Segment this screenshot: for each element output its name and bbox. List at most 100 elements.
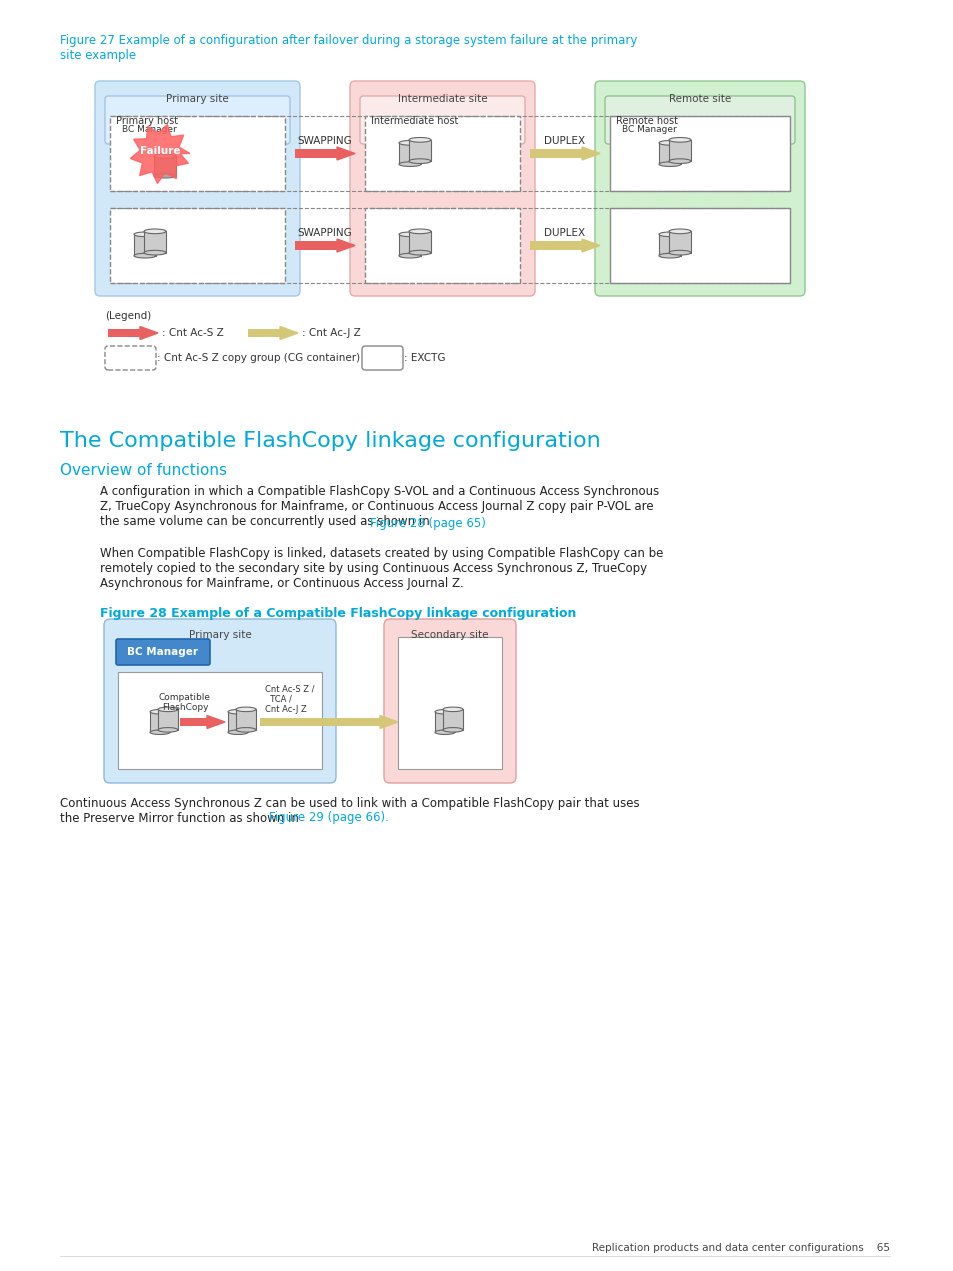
Polygon shape bbox=[336, 147, 355, 160]
Text: Remote host: Remote host bbox=[616, 116, 678, 126]
Text: A configuration in which a Compatible FlashCopy S-VOL and a Continuous Access Sy: A configuration in which a Compatible Fl… bbox=[100, 486, 659, 527]
FancyBboxPatch shape bbox=[365, 116, 519, 191]
Ellipse shape bbox=[668, 229, 690, 234]
Ellipse shape bbox=[144, 250, 166, 255]
FancyBboxPatch shape bbox=[530, 149, 581, 158]
FancyBboxPatch shape bbox=[409, 140, 431, 161]
FancyBboxPatch shape bbox=[365, 208, 519, 283]
Text: FlashCopy: FlashCopy bbox=[162, 703, 208, 712]
FancyBboxPatch shape bbox=[609, 208, 789, 283]
Text: BC Manager: BC Manager bbox=[621, 125, 676, 133]
Polygon shape bbox=[379, 716, 397, 728]
Ellipse shape bbox=[409, 159, 431, 164]
Text: Replication products and data center configurations    65: Replication products and data center con… bbox=[592, 1243, 889, 1253]
Ellipse shape bbox=[228, 709, 248, 714]
Text: Failure: Failure bbox=[139, 145, 180, 155]
Ellipse shape bbox=[398, 161, 420, 167]
Ellipse shape bbox=[153, 154, 175, 159]
FancyBboxPatch shape bbox=[397, 637, 501, 769]
FancyBboxPatch shape bbox=[228, 712, 248, 732]
FancyBboxPatch shape bbox=[359, 97, 524, 144]
Polygon shape bbox=[280, 327, 297, 339]
FancyBboxPatch shape bbox=[112, 118, 186, 140]
Text: BC Manager: BC Manager bbox=[128, 647, 198, 657]
Text: Overview of functions: Overview of functions bbox=[60, 463, 227, 478]
FancyBboxPatch shape bbox=[668, 140, 690, 161]
Ellipse shape bbox=[668, 159, 690, 164]
FancyBboxPatch shape bbox=[361, 346, 402, 370]
FancyBboxPatch shape bbox=[294, 149, 336, 158]
Polygon shape bbox=[131, 125, 190, 183]
Polygon shape bbox=[336, 239, 355, 252]
Text: The Compatible FlashCopy linkage configuration: The Compatible FlashCopy linkage configu… bbox=[60, 431, 600, 451]
Ellipse shape bbox=[158, 707, 178, 712]
FancyBboxPatch shape bbox=[104, 619, 335, 783]
Text: SWAPPING: SWAPPING bbox=[297, 228, 352, 238]
Ellipse shape bbox=[133, 253, 156, 258]
FancyBboxPatch shape bbox=[398, 142, 420, 164]
Text: Figure 28 Example of a Compatible FlashCopy linkage configuration: Figure 28 Example of a Compatible FlashC… bbox=[100, 608, 576, 620]
FancyBboxPatch shape bbox=[595, 81, 804, 296]
Text: Primary site: Primary site bbox=[166, 94, 229, 104]
Text: When Compatible FlashCopy is linked, datasets created by using Compatible FlashC: When Compatible FlashCopy is linked, dat… bbox=[100, 547, 662, 590]
Text: : Cnt Ac-S Z copy group (CG container): : Cnt Ac-S Z copy group (CG container) bbox=[157, 353, 359, 364]
Ellipse shape bbox=[442, 707, 462, 712]
Text: BC Manager: BC Manager bbox=[121, 125, 176, 133]
Text: Figure 27 Example of a configuration after failover during a storage system fail: Figure 27 Example of a configuration aft… bbox=[60, 34, 637, 62]
FancyBboxPatch shape bbox=[180, 718, 207, 726]
Ellipse shape bbox=[150, 709, 170, 714]
Text: Primary host: Primary host bbox=[116, 116, 178, 126]
Ellipse shape bbox=[659, 141, 680, 145]
Ellipse shape bbox=[659, 161, 680, 167]
FancyBboxPatch shape bbox=[612, 118, 685, 140]
FancyBboxPatch shape bbox=[133, 234, 156, 255]
Ellipse shape bbox=[133, 233, 156, 236]
Text: (Legend): (Legend) bbox=[105, 311, 152, 322]
Text: Remote site: Remote site bbox=[668, 94, 730, 104]
FancyBboxPatch shape bbox=[659, 142, 680, 164]
FancyBboxPatch shape bbox=[668, 231, 690, 253]
FancyBboxPatch shape bbox=[116, 639, 210, 665]
Text: Figure 28 (page 65): Figure 28 (page 65) bbox=[370, 517, 486, 530]
Ellipse shape bbox=[150, 730, 170, 735]
Ellipse shape bbox=[398, 141, 420, 145]
Text: SWAPPING: SWAPPING bbox=[297, 136, 352, 145]
Ellipse shape bbox=[409, 229, 431, 234]
FancyBboxPatch shape bbox=[350, 81, 535, 296]
Ellipse shape bbox=[398, 253, 420, 258]
Ellipse shape bbox=[158, 727, 178, 732]
Ellipse shape bbox=[228, 730, 248, 735]
Ellipse shape bbox=[442, 727, 462, 732]
FancyBboxPatch shape bbox=[144, 231, 166, 253]
FancyBboxPatch shape bbox=[95, 81, 299, 296]
FancyBboxPatch shape bbox=[158, 709, 178, 730]
FancyBboxPatch shape bbox=[604, 97, 794, 144]
Text: Intermediate site: Intermediate site bbox=[397, 94, 487, 104]
FancyBboxPatch shape bbox=[442, 709, 462, 730]
FancyBboxPatch shape bbox=[384, 619, 516, 783]
FancyBboxPatch shape bbox=[150, 712, 170, 732]
Text: Intermediate host: Intermediate host bbox=[371, 116, 457, 126]
FancyBboxPatch shape bbox=[248, 329, 280, 337]
Text: : Cnt Ac-S Z: : Cnt Ac-S Z bbox=[162, 328, 224, 338]
FancyBboxPatch shape bbox=[367, 118, 446, 140]
Polygon shape bbox=[140, 327, 158, 339]
Ellipse shape bbox=[144, 229, 166, 234]
Ellipse shape bbox=[235, 707, 255, 712]
FancyBboxPatch shape bbox=[435, 712, 455, 732]
FancyBboxPatch shape bbox=[105, 346, 156, 370]
FancyBboxPatch shape bbox=[294, 241, 336, 249]
Ellipse shape bbox=[435, 730, 455, 735]
Ellipse shape bbox=[659, 233, 680, 236]
Text: : Cnt Ac-J Z: : Cnt Ac-J Z bbox=[302, 328, 360, 338]
Ellipse shape bbox=[409, 250, 431, 255]
FancyBboxPatch shape bbox=[110, 208, 285, 283]
FancyBboxPatch shape bbox=[235, 709, 255, 730]
Text: : EXCTG: : EXCTG bbox=[403, 353, 445, 364]
Text: Figure 29 (page 66).: Figure 29 (page 66). bbox=[269, 811, 389, 824]
Text: DUPLEX: DUPLEX bbox=[544, 228, 585, 238]
Polygon shape bbox=[207, 716, 225, 728]
FancyBboxPatch shape bbox=[609, 116, 789, 191]
FancyBboxPatch shape bbox=[105, 97, 290, 144]
FancyBboxPatch shape bbox=[153, 156, 175, 175]
